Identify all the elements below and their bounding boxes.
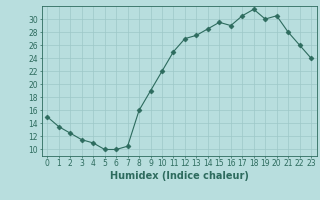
X-axis label: Humidex (Indice chaleur): Humidex (Indice chaleur) [110,171,249,181]
